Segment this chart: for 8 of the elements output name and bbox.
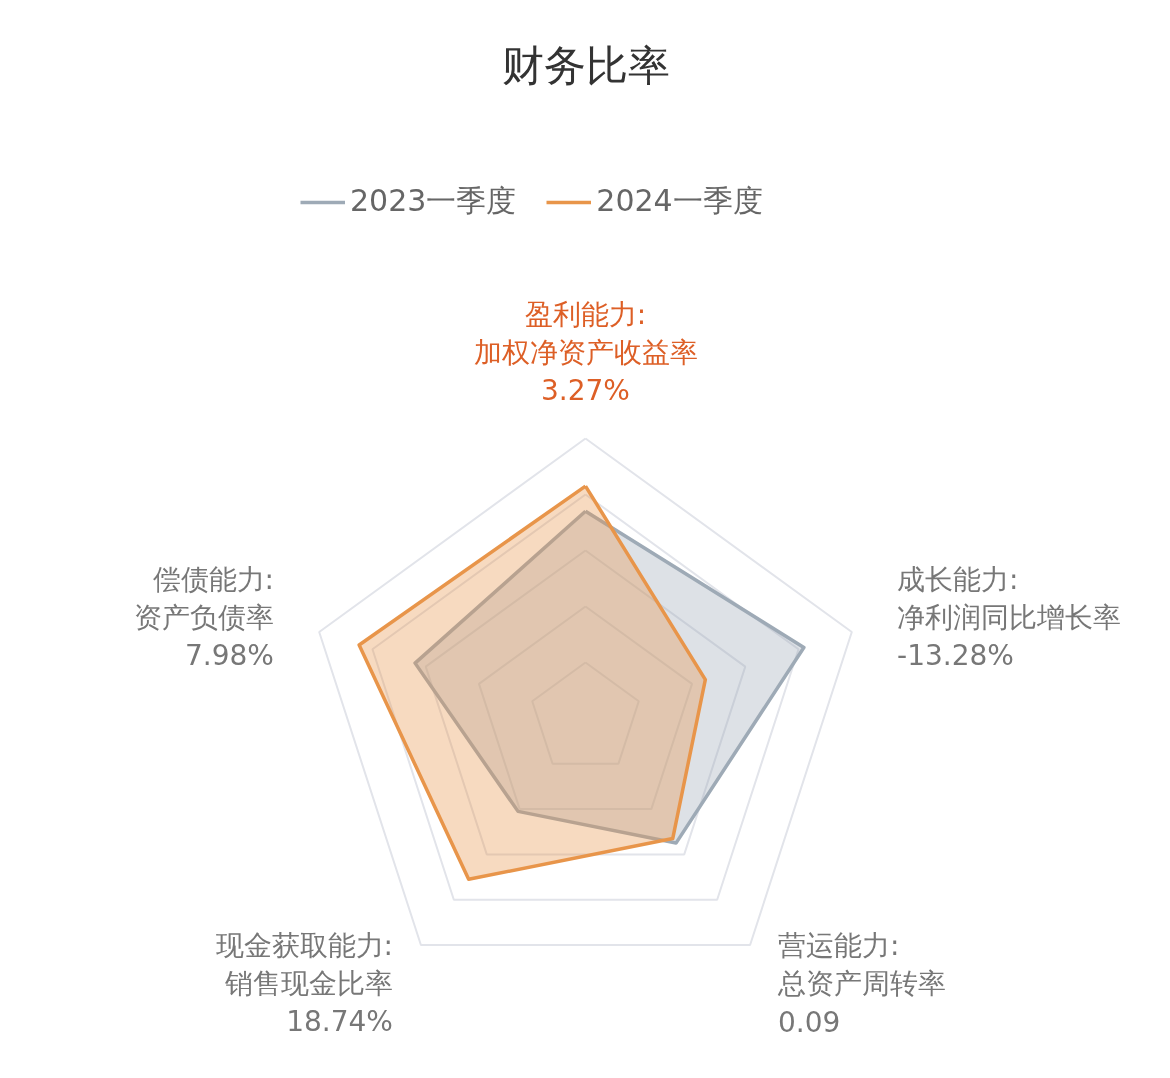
spoke-label: 营运能力: 总资产周转率 0.09	[777, 929, 947, 1040]
spoke-label: 偿债能力: 资产负债率 7.98%	[133, 562, 274, 672]
legend-label: 2024一季度	[596, 182, 763, 220]
spoke-label: 现金获取能力: 销售现金比率 18.74%	[215, 929, 393, 1039]
chart-title: 财务比率	[501, 41, 670, 90]
spoke-label: 盈利能力: 加权净资产收益率 3.27%	[473, 298, 698, 408]
spoke-label: 成长能力: 净利润同比增长率 -13.28%	[897, 562, 1122, 672]
legend-label: 2023一季度	[350, 182, 517, 220]
